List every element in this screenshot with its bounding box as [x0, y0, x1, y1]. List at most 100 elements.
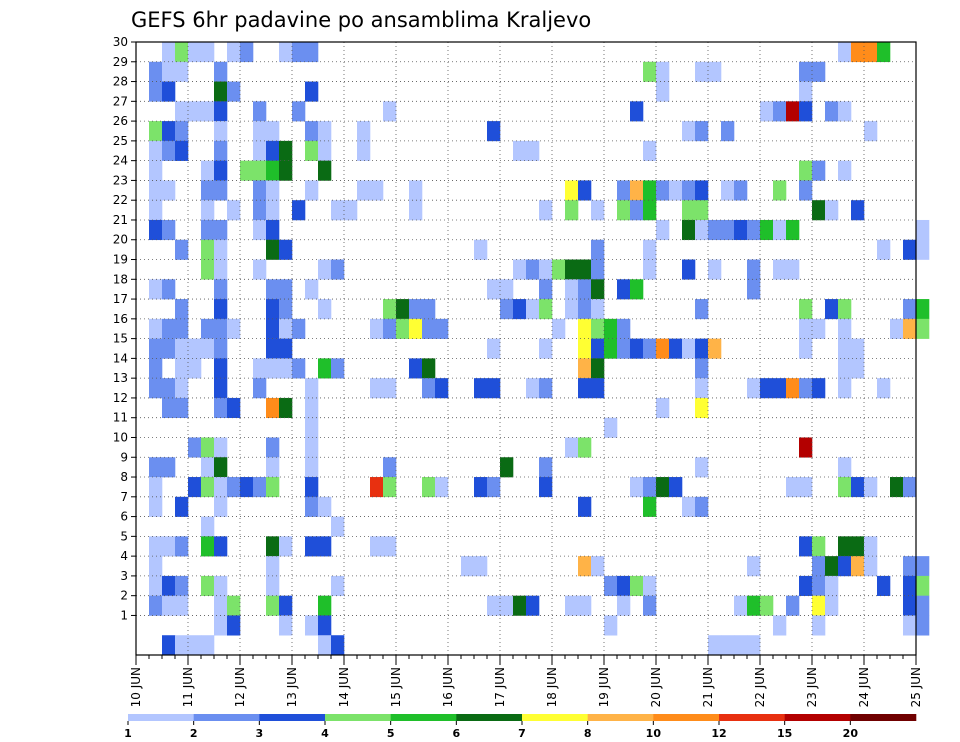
- heatmap-cell: [305, 536, 319, 557]
- heatmap-cell: [214, 160, 228, 181]
- heatmap-cell: [656, 397, 670, 419]
- heatmap-cell: [201, 239, 215, 260]
- heatmap-cell: [721, 121, 735, 142]
- heatmap-cell: [864, 121, 878, 142]
- heatmap-cell: [201, 338, 215, 359]
- heatmap-cell: [214, 259, 228, 280]
- heatmap-cell: [162, 635, 176, 656]
- heatmap-cell: [851, 536, 865, 557]
- heatmap-cell: [747, 259, 761, 280]
- y-tick-label: 3: [120, 569, 128, 583]
- legend-threshold-label: 10: [646, 727, 662, 740]
- legend-swatch: [325, 714, 391, 721]
- heatmap-cell: [305, 279, 319, 300]
- heatmap-cell: [175, 595, 189, 616]
- y-tick-label: 18: [113, 272, 128, 286]
- heatmap-cell: [526, 259, 540, 280]
- heatmap-cell: [266, 437, 280, 458]
- heatmap-cell: [812, 575, 826, 596]
- heatmap-cell: [175, 496, 189, 517]
- heatmap-cell: [162, 279, 176, 300]
- heatmap-cell: [318, 299, 332, 320]
- x-tick-label: 24 JUN: [857, 667, 871, 707]
- heatmap-cell: [578, 358, 592, 379]
- heatmap-cell: [409, 318, 423, 339]
- heatmap-cell: [305, 121, 319, 142]
- heatmap-cell: [539, 457, 553, 478]
- heatmap-cell: [305, 140, 319, 161]
- heatmap-cell: [695, 378, 709, 399]
- heatmap-cell: [305, 477, 319, 498]
- heatmap-cell: [292, 42, 306, 63]
- x-tick-label: 25 JUN: [909, 667, 923, 707]
- heatmap-cell: [227, 318, 241, 339]
- heatmap-cell: [175, 338, 189, 359]
- heatmap-cell: [708, 219, 722, 241]
- heatmap-cell: [305, 417, 319, 438]
- heatmap-cell: [487, 279, 501, 300]
- heatmap-cell: [305, 42, 319, 63]
- heatmap-cell: [708, 259, 722, 280]
- legend-threshold-label: 6: [453, 727, 461, 740]
- heatmap-cell: [266, 200, 280, 221]
- heatmap-cell: [539, 279, 553, 300]
- heatmap-cell: [279, 397, 293, 419]
- heatmap-cell: [370, 378, 384, 399]
- y-tick-label: 5: [120, 529, 128, 543]
- heatmap-cell: [305, 437, 319, 458]
- heatmap-cell: [227, 397, 241, 419]
- heatmap-cell: [903, 318, 917, 339]
- heatmap-cell: [318, 121, 332, 142]
- heatmap-cell: [331, 200, 345, 221]
- heatmap-cell: [565, 437, 579, 458]
- heatmap-cell: [877, 42, 891, 63]
- heatmap-cell: [799, 477, 813, 498]
- heatmap-cell: [682, 259, 696, 280]
- legend-threshold-label: 5: [387, 727, 395, 740]
- heatmap-cell: [253, 180, 267, 201]
- heatmap-cell: [734, 635, 748, 656]
- heatmap-cell: [539, 338, 553, 359]
- heatmap-cell: [266, 338, 280, 359]
- heatmap-cell: [214, 318, 228, 339]
- heatmap-cell: [149, 140, 163, 161]
- heatmap-cell: [864, 42, 878, 63]
- y-tick-label: 19: [113, 253, 128, 267]
- heatmap-cell: [838, 318, 852, 339]
- heatmap-cell: [214, 140, 228, 161]
- heatmap-cell: [240, 160, 254, 181]
- heatmap-cell: [474, 477, 488, 498]
- heatmap-cell: [279, 615, 293, 636]
- heatmap-cell: [149, 121, 163, 142]
- heatmap-cell: [318, 536, 332, 557]
- heatmap-cell: [721, 219, 735, 241]
- heatmap-cell: [773, 378, 787, 399]
- heatmap-cell: [799, 536, 813, 557]
- heatmap-cell: [812, 556, 826, 577]
- heatmap-cell: [383, 536, 397, 557]
- heatmap-cell: [149, 536, 163, 557]
- heatmap-cell: [812, 318, 826, 339]
- heatmap-cell: [643, 338, 657, 359]
- heatmap-cell: [695, 299, 709, 320]
- heatmap-cell: [695, 397, 709, 419]
- heatmap-cell: [266, 575, 280, 596]
- heatmap-cell: [162, 42, 176, 63]
- heatmap-cell: [266, 397, 280, 419]
- heatmap-cell: [903, 575, 917, 596]
- heatmap-cell: [630, 279, 644, 300]
- heatmap-cell: [578, 318, 592, 339]
- heatmap-cell: [565, 299, 579, 320]
- heatmap-cell: [422, 378, 436, 399]
- heatmap-cell: [656, 219, 670, 241]
- heatmap-cell: [825, 299, 839, 320]
- heatmap-cell: [916, 615, 930, 636]
- heatmap-cell: [487, 477, 501, 498]
- heatmap-cell: [812, 595, 826, 616]
- heatmap-cell: [734, 219, 748, 241]
- heatmap-cell: [643, 575, 657, 596]
- heatmap-cell: [734, 180, 748, 201]
- heatmap-cell: [266, 358, 280, 379]
- heatmap-cell: [266, 536, 280, 557]
